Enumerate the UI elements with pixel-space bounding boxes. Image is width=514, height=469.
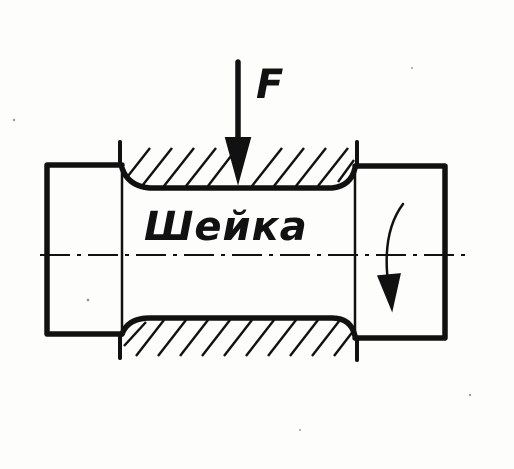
bearing-hatch-bottom — [123, 319, 355, 357]
force-label: F — [256, 62, 283, 108]
journal-profile — [119, 165, 358, 339]
left-shaft — [44, 162, 125, 337]
bearing-shoulders — [118, 140, 359, 362]
journal-label: Шейка — [144, 204, 308, 250]
bearing-hatch-top — [127, 147, 355, 187]
paper-specks — [12, 67, 472, 431]
right-shaft — [352, 163, 448, 341]
down-arrow-icon — [224, 59, 252, 186]
rotation-arrow-icon — [376, 202, 405, 313]
